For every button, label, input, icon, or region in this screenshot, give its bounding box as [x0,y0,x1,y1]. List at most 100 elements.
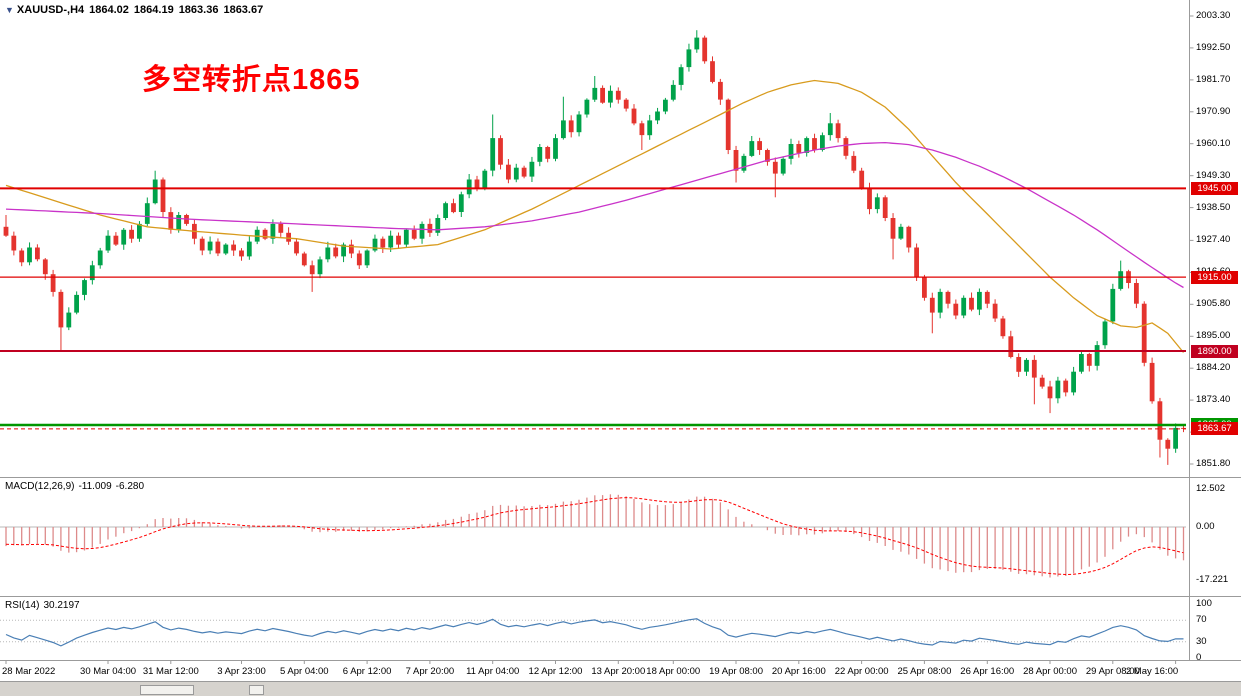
price-tick-label: 1927.40 [1196,234,1231,246]
candle-body [246,241,252,257]
candle-body [144,203,150,224]
candle-body [270,223,276,239]
candle-body [168,212,174,230]
macd-signal-value: -6.280 [115,481,145,492]
symbol-period-label: XAUUSD-,H4 [16,4,85,16]
candle-body [529,161,535,177]
ohlc-low: 1863.36 [178,4,219,16]
hline-price-tag: 1915.00 [1191,270,1238,284]
candle-body [733,150,739,171]
candle-body [725,99,731,150]
candle-body [702,37,708,62]
ma-fast-layer [5,79,1185,353]
chart-collapse-icon[interactable]: ▼ [5,5,14,15]
candle-body [11,235,17,251]
candle-body [678,67,684,85]
candle-body [615,90,621,100]
candle-body [89,265,95,281]
candle-body [545,147,551,159]
candle-body [333,247,339,257]
candle-body [278,223,284,233]
candle-body [537,147,543,162]
macd-tick-label: 0.00 [1196,521,1215,532]
macd-layer [0,494,1186,578]
time-tick-label: 28 Mar 2022 [2,666,56,677]
time-tick-label: 19 Apr 08:00 [709,666,763,677]
candle-body [686,49,692,68]
candle-body [608,90,613,103]
candle-body [757,141,762,150]
scrollbar-grip[interactable] [249,685,264,695]
separators-layer [0,0,1241,664]
candle-body [403,229,409,245]
candle-body [820,135,825,150]
time-tick-label: 12 Apr 12:00 [528,666,583,677]
candle-body [1055,380,1061,399]
hline-price-tag: 1945.00 [1191,181,1238,195]
time-tick-label: 2 May 16:00 [1125,666,1179,677]
candle-body [929,297,935,313]
candle-body [50,274,56,292]
candle-body [105,235,111,251]
ma-slow-line [5,141,1184,289]
rsi-indicator-label: RSI(14) 30.2197 [5,600,84,611]
macd-indicator-label: MACD(12,26,9) -11.009 -6.280 [5,481,148,492]
candle-body [427,223,433,233]
candle-body [937,291,943,313]
candle-body [199,238,205,251]
candle-body [372,238,378,251]
candle-body [953,303,959,316]
candle-body [561,120,566,139]
candle-body [1094,345,1100,366]
candle-body [223,244,229,254]
macd-tick-label: 12.502 [1196,482,1226,494]
candle-body [286,232,291,242]
candle-body [647,120,653,136]
candle-body [1173,427,1178,449]
price-axis[interactable]: 2003.30 1992.50 1981.70 1970.90 1960.10 1949.… [1190,0,1241,663]
candle-body [380,238,386,248]
candle-body [765,150,770,162]
candle-body [694,37,700,50]
candle-body [1047,386,1053,399]
scrollbar-grip[interactable] [140,685,194,695]
macd-main-value: -11.009 [78,481,112,492]
candle-body [977,291,982,310]
time-tick-label: 30 Mar 04:00 [80,666,137,677]
price-tick-label: 1992.50 [1196,41,1231,53]
candle-body [341,244,346,257]
rsi-tick-label: 70 [1196,614,1207,626]
price-tick-label: 1873.40 [1196,394,1231,406]
price-tick-label: 1949.30 [1196,169,1231,181]
candle-body [129,229,134,239]
candle-body [1031,359,1037,378]
candle-body [780,158,786,174]
candle-body [969,297,974,310]
time-tick-label: 6 Apr 12:00 [342,666,392,677]
candle-body [356,253,362,266]
candle-body [592,87,598,100]
candle-body [553,138,558,159]
candle-body [113,235,119,245]
price-tick-label: 2003.30 [1196,10,1231,21]
candle-body [160,179,166,212]
candle-body [584,99,590,115]
time-tick-label: 28 Apr 00:00 [1023,666,1077,677]
candle-body [961,297,967,316]
candle-body [576,114,582,133]
candle-body [506,164,511,180]
time-tick-label: 3 Apr 23:00 [217,666,266,677]
candle-body [1079,354,1084,372]
ma-slow-layer [5,141,1184,289]
trend-annotation-text[interactable]: 多空转折点1865 [142,64,361,96]
candle-body [812,138,817,150]
candle-body [498,138,503,165]
time-tick-label: 11 Apr 04:00 [466,666,520,677]
candle-body [419,223,425,239]
candle-body [121,229,127,245]
time-axis[interactable]: 28 Mar 2022 30 Mar 04:00 31 Mar 12:00 3 Apr… [0,661,1241,681]
price-tick-label: 1851.80 [1196,458,1231,469]
price-tick-label: 1905.80 [1196,298,1231,310]
